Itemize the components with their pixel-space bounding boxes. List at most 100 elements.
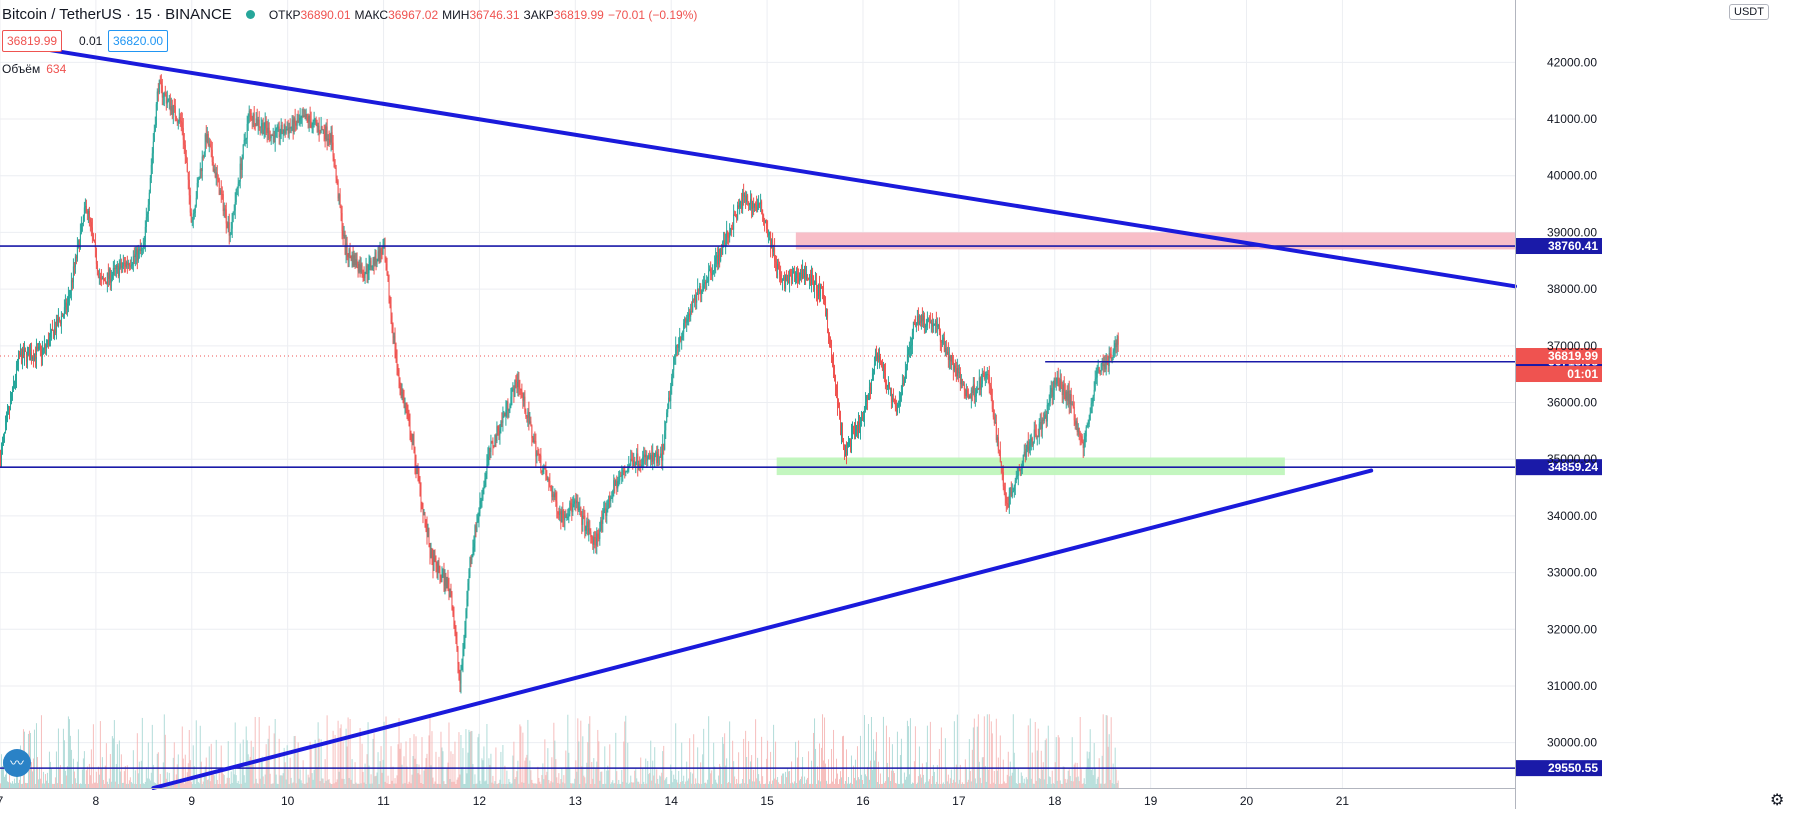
volume-bar	[380, 746, 382, 788]
volume-bar	[423, 770, 425, 788]
symbol-title[interactable]: Bitcoin / TetherUS · 15 · BINANCE	[2, 6, 232, 23]
candle-body	[475, 526, 477, 533]
volume-bar	[134, 770, 136, 788]
candle-body	[845, 449, 847, 456]
volume-bar	[1044, 740, 1046, 788]
volume-bar	[486, 723, 488, 788]
volume-bar	[983, 716, 985, 788]
candle-body	[927, 319, 929, 321]
volume-bar	[244, 782, 246, 788]
volume-bar	[439, 783, 441, 788]
candle-body	[889, 388, 891, 390]
volume-bar	[704, 782, 706, 788]
volume-bar	[672, 782, 674, 788]
candle-body	[695, 294, 697, 303]
candle-body	[12, 385, 14, 387]
tradingview-logo-icon[interactable]: 〰	[3, 749, 31, 777]
volume-bar	[212, 774, 214, 788]
volume-bar	[629, 782, 631, 788]
volume-bar	[527, 719, 529, 788]
volume-bar	[948, 783, 950, 788]
candle-body	[168, 98, 170, 100]
volume-bar	[586, 762, 588, 788]
candle-body	[996, 437, 998, 441]
candle-body	[788, 280, 790, 284]
candle-body	[757, 207, 759, 210]
horizontal-level-tag	[1516, 238, 1602, 255]
volume-bar	[499, 779, 501, 788]
volume-bar	[105, 743, 107, 788]
candle-body	[501, 421, 503, 423]
candle-body	[356, 259, 358, 268]
candle-body	[962, 384, 964, 386]
volume-bar	[514, 779, 516, 788]
volume-bar	[747, 783, 749, 788]
candle-body	[650, 455, 652, 460]
candle-body	[222, 194, 224, 212]
candle-body	[170, 106, 172, 111]
volume-bar	[886, 762, 888, 788]
candle-body	[561, 510, 563, 523]
candle-body	[609, 495, 611, 502]
volume-bar	[413, 734, 415, 788]
volume-bar	[642, 768, 644, 788]
volume-bar	[365, 783, 367, 788]
volume-bar	[698, 783, 700, 788]
candle-body	[418, 472, 420, 481]
candle-body	[546, 475, 548, 481]
candle-body	[875, 354, 877, 360]
volume-bar	[461, 767, 463, 788]
candle-body	[846, 444, 848, 456]
volume-bar	[911, 782, 913, 788]
candle-body	[76, 245, 78, 259]
candle-body	[1007, 503, 1009, 508]
candle-body	[1004, 492, 1006, 497]
volume-bar	[696, 783, 698, 788]
volume-bar	[39, 778, 41, 788]
candle-body	[490, 441, 492, 452]
sell-button[interactable]: 36819.99	[2, 30, 63, 52]
gear-icon[interactable]: ⚙	[1770, 792, 1785, 809]
volume-bar	[842, 735, 844, 788]
volume-bar	[777, 777, 779, 788]
candle-body	[828, 330, 830, 338]
candle-body	[625, 471, 627, 473]
candle-body	[495, 434, 497, 441]
volume-bar	[271, 783, 273, 788]
candle-body	[461, 664, 463, 671]
volume-bar	[798, 740, 800, 788]
candle-body	[443, 572, 445, 586]
volume-bar	[699, 783, 701, 788]
candle-body	[823, 291, 825, 299]
candle-body	[951, 355, 953, 362]
volume-bar	[828, 759, 830, 788]
candle-body	[850, 433, 852, 449]
volume-bar	[1081, 783, 1083, 788]
candle-body	[273, 134, 275, 143]
volume-bar	[984, 766, 986, 788]
volume-bar	[1034, 722, 1036, 788]
volume-bar	[566, 768, 568, 788]
volume-bar	[396, 775, 398, 788]
volume-bar	[686, 761, 688, 788]
volume-bar	[755, 719, 757, 788]
volume-bar	[1064, 778, 1066, 788]
volume-bar	[503, 783, 505, 788]
volume-bar	[275, 774, 277, 788]
candle-body	[309, 116, 311, 122]
candle-body	[758, 203, 760, 208]
volume-bar	[363, 782, 365, 788]
candle-body	[966, 389, 968, 394]
candle-body	[702, 289, 704, 292]
candle-body	[193, 212, 195, 214]
candle-body	[236, 187, 238, 190]
candle-body	[765, 220, 767, 223]
candle-body	[7, 409, 9, 414]
countdown-tag	[1516, 366, 1602, 383]
buy-button[interactable]: 36820.00	[108, 30, 169, 52]
volume-bar	[217, 783, 219, 788]
currency-button[interactable]: USDT	[1729, 4, 1769, 20]
candle-body	[616, 480, 618, 489]
